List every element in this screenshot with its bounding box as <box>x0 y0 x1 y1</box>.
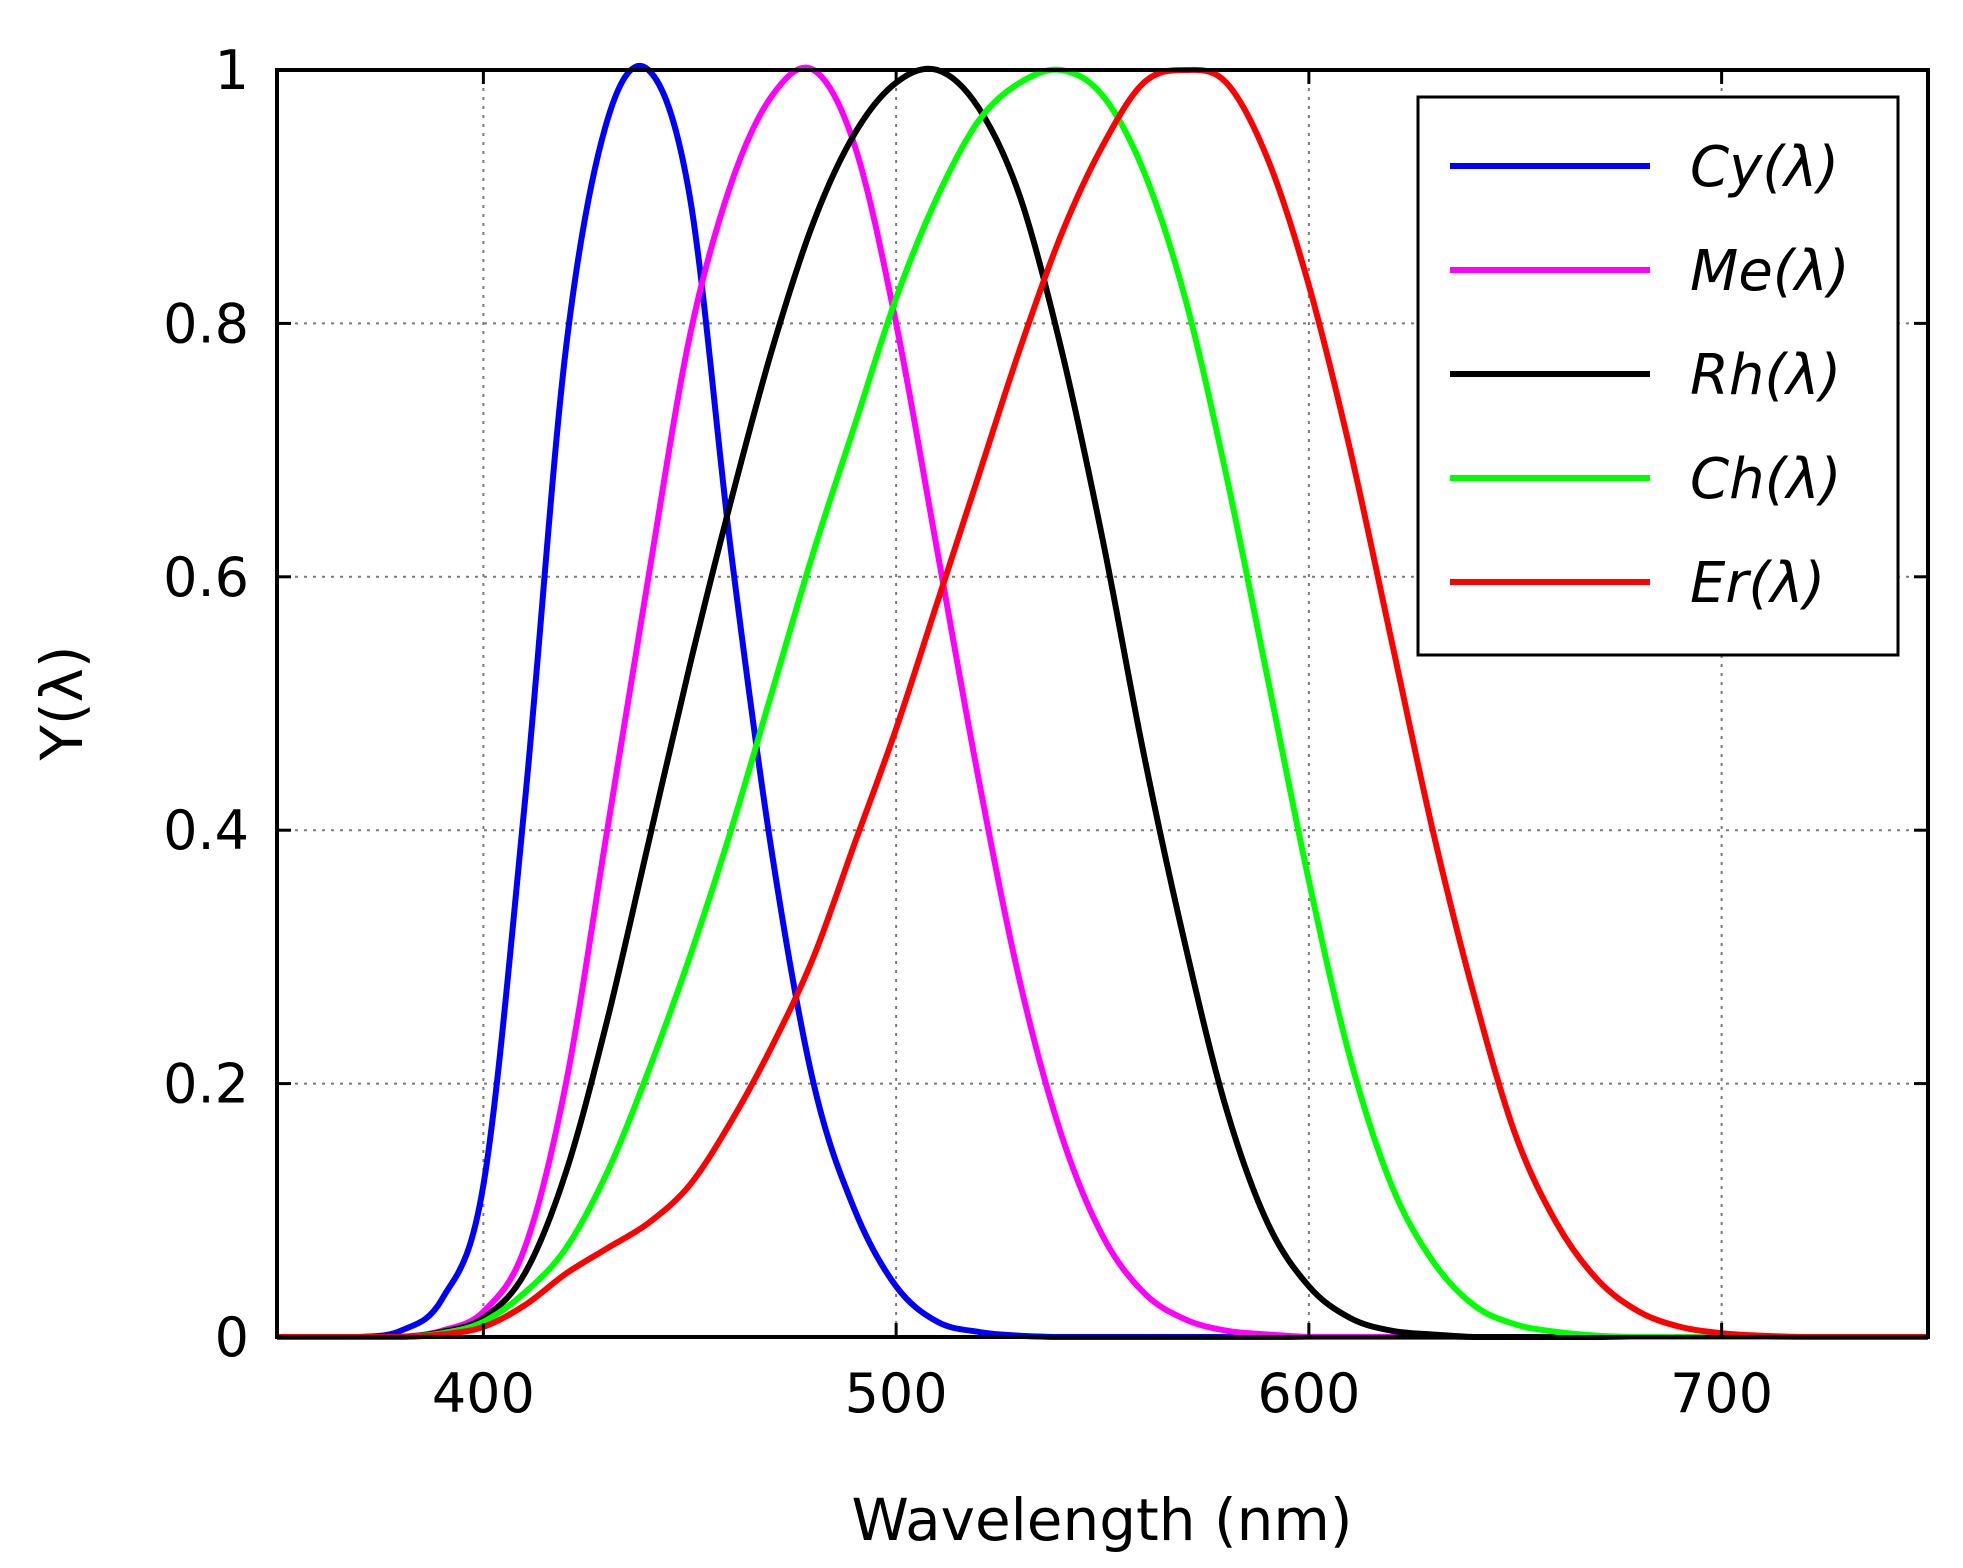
legend-label-ch: Ch(λ) <box>1690 447 1841 512</box>
series-line-er <box>277 66 1928 1340</box>
y-tick-label: 0.6 <box>163 546 249 609</box>
y-tick-label: 0.2 <box>163 1053 249 1116</box>
y-tick-label: 1 <box>215 39 249 102</box>
x-axis-title: Wavelength (nm) <box>851 1486 1352 1554</box>
legend-label-er: Er(λ) <box>1690 551 1825 616</box>
x-tick-labels: 400 500 600 700 <box>432 1362 1773 1425</box>
y-tick-label: 0 <box>215 1306 249 1369</box>
x-tick-label: 700 <box>1670 1362 1773 1425</box>
grid <box>277 70 1928 1337</box>
x-tick-label: 500 <box>845 1362 948 1425</box>
legend-label-me: Me(λ) <box>1690 239 1850 304</box>
y-tick-label: 0.8 <box>163 292 249 355</box>
y-tick-label: 0.4 <box>163 799 249 862</box>
axis-ticks <box>277 68 1928 1339</box>
legend-label-cy: Cy(λ) <box>1690 135 1839 200</box>
plot-frame <box>275 68 1930 1339</box>
x-tick-label: 600 <box>1257 1362 1360 1425</box>
legend-label-rh: Rh(λ) <box>1690 343 1841 408</box>
legend: Cy(λ) Me(λ) Rh(λ) Ch(λ) Er(λ) <box>1416 95 1900 657</box>
x-tick-label: 400 <box>432 1362 535 1425</box>
y-tick-labels: 0 0.2 0.4 0.6 0.8 1 <box>163 39 249 1369</box>
y-axis-title: Y(λ) <box>28 645 96 761</box>
